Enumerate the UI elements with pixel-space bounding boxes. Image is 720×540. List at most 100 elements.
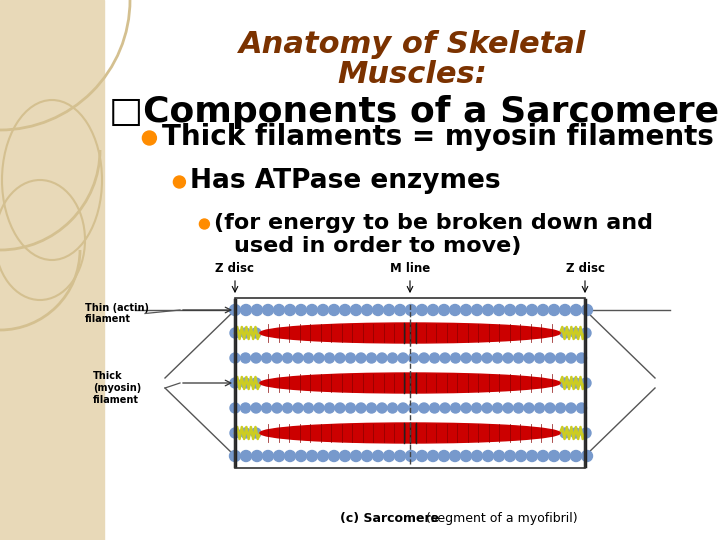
Circle shape: [482, 353, 492, 363]
Circle shape: [524, 403, 534, 413]
Circle shape: [534, 403, 544, 413]
Circle shape: [240, 403, 251, 413]
Text: Thick
(myosin)
filament: Thick (myosin) filament: [93, 372, 141, 404]
Circle shape: [526, 450, 538, 462]
Circle shape: [335, 403, 345, 413]
Circle shape: [526, 305, 538, 315]
Ellipse shape: [260, 373, 560, 393]
Circle shape: [304, 353, 313, 363]
Circle shape: [361, 305, 372, 315]
Circle shape: [372, 305, 384, 315]
Circle shape: [505, 450, 516, 462]
Circle shape: [419, 353, 429, 363]
Circle shape: [272, 403, 282, 413]
Circle shape: [384, 305, 395, 315]
Circle shape: [545, 353, 555, 363]
Circle shape: [560, 428, 570, 438]
Circle shape: [230, 378, 240, 388]
Circle shape: [272, 353, 282, 363]
Circle shape: [282, 403, 292, 413]
Circle shape: [503, 403, 513, 413]
Circle shape: [318, 450, 328, 462]
Circle shape: [492, 403, 503, 413]
Circle shape: [174, 176, 185, 188]
Circle shape: [251, 428, 261, 438]
Circle shape: [251, 353, 261, 363]
Circle shape: [284, 450, 295, 462]
Circle shape: [556, 353, 565, 363]
Circle shape: [274, 450, 284, 462]
Circle shape: [549, 305, 559, 315]
Circle shape: [570, 378, 580, 388]
Circle shape: [230, 305, 240, 315]
Circle shape: [492, 353, 503, 363]
Circle shape: [482, 450, 493, 462]
Circle shape: [398, 403, 408, 413]
Circle shape: [524, 353, 534, 363]
Circle shape: [261, 403, 271, 413]
Circle shape: [387, 403, 397, 413]
Circle shape: [251, 328, 261, 338]
Circle shape: [395, 305, 405, 315]
Circle shape: [295, 450, 307, 462]
Circle shape: [516, 450, 526, 462]
Circle shape: [556, 403, 565, 413]
Text: Thin (actin)
filament: Thin (actin) filament: [85, 303, 149, 325]
Circle shape: [230, 328, 240, 338]
Circle shape: [199, 219, 210, 229]
Circle shape: [356, 353, 366, 363]
Circle shape: [398, 353, 408, 363]
Circle shape: [503, 353, 513, 363]
Circle shape: [325, 353, 335, 363]
Circle shape: [240, 353, 251, 363]
Circle shape: [361, 450, 372, 462]
Circle shape: [366, 403, 377, 413]
Circle shape: [282, 353, 292, 363]
Circle shape: [582, 450, 593, 462]
Circle shape: [461, 353, 471, 363]
Circle shape: [451, 403, 461, 413]
Circle shape: [482, 403, 492, 413]
Circle shape: [505, 305, 516, 315]
Circle shape: [461, 450, 472, 462]
Circle shape: [513, 403, 523, 413]
Circle shape: [293, 353, 303, 363]
Circle shape: [356, 403, 366, 413]
Circle shape: [440, 353, 450, 363]
Ellipse shape: [260, 323, 560, 343]
Bar: [0, 0, 104, 540]
Circle shape: [430, 403, 439, 413]
Circle shape: [230, 428, 240, 438]
Circle shape: [346, 403, 356, 413]
Circle shape: [240, 328, 251, 338]
Circle shape: [472, 403, 482, 413]
Circle shape: [416, 450, 428, 462]
Circle shape: [449, 305, 461, 315]
Text: Z disc: Z disc: [215, 262, 254, 275]
Circle shape: [560, 378, 570, 388]
Circle shape: [230, 353, 240, 363]
Circle shape: [513, 353, 523, 363]
Circle shape: [566, 353, 576, 363]
Circle shape: [263, 305, 274, 315]
Circle shape: [438, 450, 449, 462]
Circle shape: [325, 403, 335, 413]
Circle shape: [240, 378, 251, 388]
Circle shape: [472, 305, 482, 315]
Circle shape: [559, 450, 570, 462]
Circle shape: [559, 305, 570, 315]
Ellipse shape: [260, 423, 560, 443]
Circle shape: [428, 450, 438, 462]
Circle shape: [240, 305, 251, 315]
Circle shape: [581, 428, 591, 438]
Circle shape: [577, 353, 587, 363]
Circle shape: [451, 353, 461, 363]
Circle shape: [251, 378, 261, 388]
Circle shape: [419, 403, 429, 413]
Circle shape: [461, 305, 472, 315]
Circle shape: [240, 428, 251, 438]
Circle shape: [440, 403, 450, 413]
Circle shape: [570, 450, 582, 462]
Circle shape: [438, 305, 449, 315]
Circle shape: [430, 353, 439, 363]
